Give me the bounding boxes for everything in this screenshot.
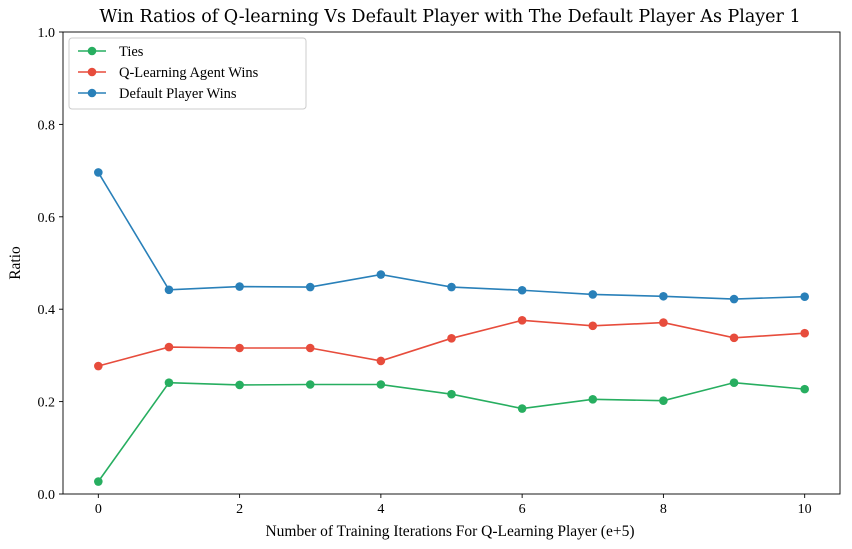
data-point-q-learning-agent-wins	[305, 343, 315, 353]
data-point-default-player-wins	[447, 282, 456, 292]
data-point-q-learning-agent-wins	[588, 321, 598, 331]
data-point-q-learning-agent-wins	[164, 342, 174, 352]
x-tick-label: 0	[95, 502, 102, 517]
x-tick-label: 10	[798, 502, 812, 517]
data-point-ties	[729, 378, 739, 387]
x-tick-label: 4	[377, 502, 384, 517]
y-tick-label: 0.8	[38, 118, 56, 133]
data-point-q-learning-agent-wins	[659, 318, 668, 327]
plot-area	[94, 168, 809, 486]
data-point-ties	[800, 384, 809, 394]
data-point-default-player-wins	[800, 292, 809, 302]
data-point-q-learning-agent-wins	[800, 328, 809, 338]
data-point-ties	[447, 389, 456, 399]
x-tick-label: 6	[519, 502, 526, 517]
data-point-default-player-wins	[659, 291, 668, 301]
data-point-q-learning-agent-wins	[235, 343, 244, 353]
data-point-ties	[588, 394, 598, 404]
data-point-default-player-wins	[517, 285, 527, 295]
series-line-q-learning-agent-wins	[98, 319, 805, 367]
legend-marker-default-player-wins	[87, 88, 97, 98]
data-point-ties	[164, 378, 174, 387]
data-point-default-player-wins	[588, 290, 598, 299]
data-point-q-learning-agent-wins	[447, 334, 456, 343]
legend: Ties Q-Learning Agent Wins Default Player …	[68, 37, 307, 110]
y-tick-label: 0.0	[38, 488, 56, 503]
legend-marker-q-learning-agent-wins	[87, 67, 97, 77]
series-line-default-player-wins	[97, 172, 805, 300]
plot-frame	[62, 31, 841, 495]
data-point-q-learning-agent-wins	[517, 315, 527, 325]
chart-title: Win Ratios of Q-learning Vs Default Play…	[99, 7, 800, 27]
x-tick-label: 2	[236, 502, 243, 517]
data-point-ties	[94, 477, 103, 486]
data-point-default-player-wins	[376, 270, 386, 279]
data-point-q-learning-agent-wins	[94, 361, 103, 371]
axes: 0 2 4 6 8 10 0.0 0.2 0.4 0.6 0.8 1.0	[38, 26, 841, 517]
data-point-default-player-wins	[164, 285, 174, 295]
data-point-ties	[305, 380, 315, 389]
legend-label-q-learning-agent-wins: Q-Learning Agent Wins	[119, 65, 259, 81]
y-tick-label: 0.6	[38, 211, 56, 226]
x-axis-label: Number of Training Iterations For Q-Lear…	[265, 523, 634, 540]
data-point-q-learning-agent-wins	[729, 333, 739, 343]
data-point-ties	[235, 380, 244, 390]
y-tick-label: 0.4	[38, 303, 56, 318]
data-point-ties	[659, 396, 668, 405]
x-tick-label: 8	[660, 502, 667, 517]
legend-box	[68, 37, 307, 110]
data-point-default-player-wins	[94, 168, 103, 177]
y-axis-label: Ratio	[7, 246, 24, 280]
data-point-default-player-wins	[305, 282, 315, 292]
legend-marker-ties	[87, 46, 97, 56]
data-point-default-player-wins	[729, 294, 739, 304]
data-point-ties	[517, 404, 527, 413]
y-tick-label: 0.2	[38, 396, 56, 411]
data-point-ties	[376, 380, 386, 389]
y-tick-label: 1.0	[38, 26, 56, 41]
data-point-q-learning-agent-wins	[376, 356, 386, 366]
legend-label-ties: Ties	[119, 44, 144, 60]
legend-label-default-player-wins: Default Player Wins	[119, 86, 237, 102]
data-point-default-player-wins	[235, 282, 244, 291]
